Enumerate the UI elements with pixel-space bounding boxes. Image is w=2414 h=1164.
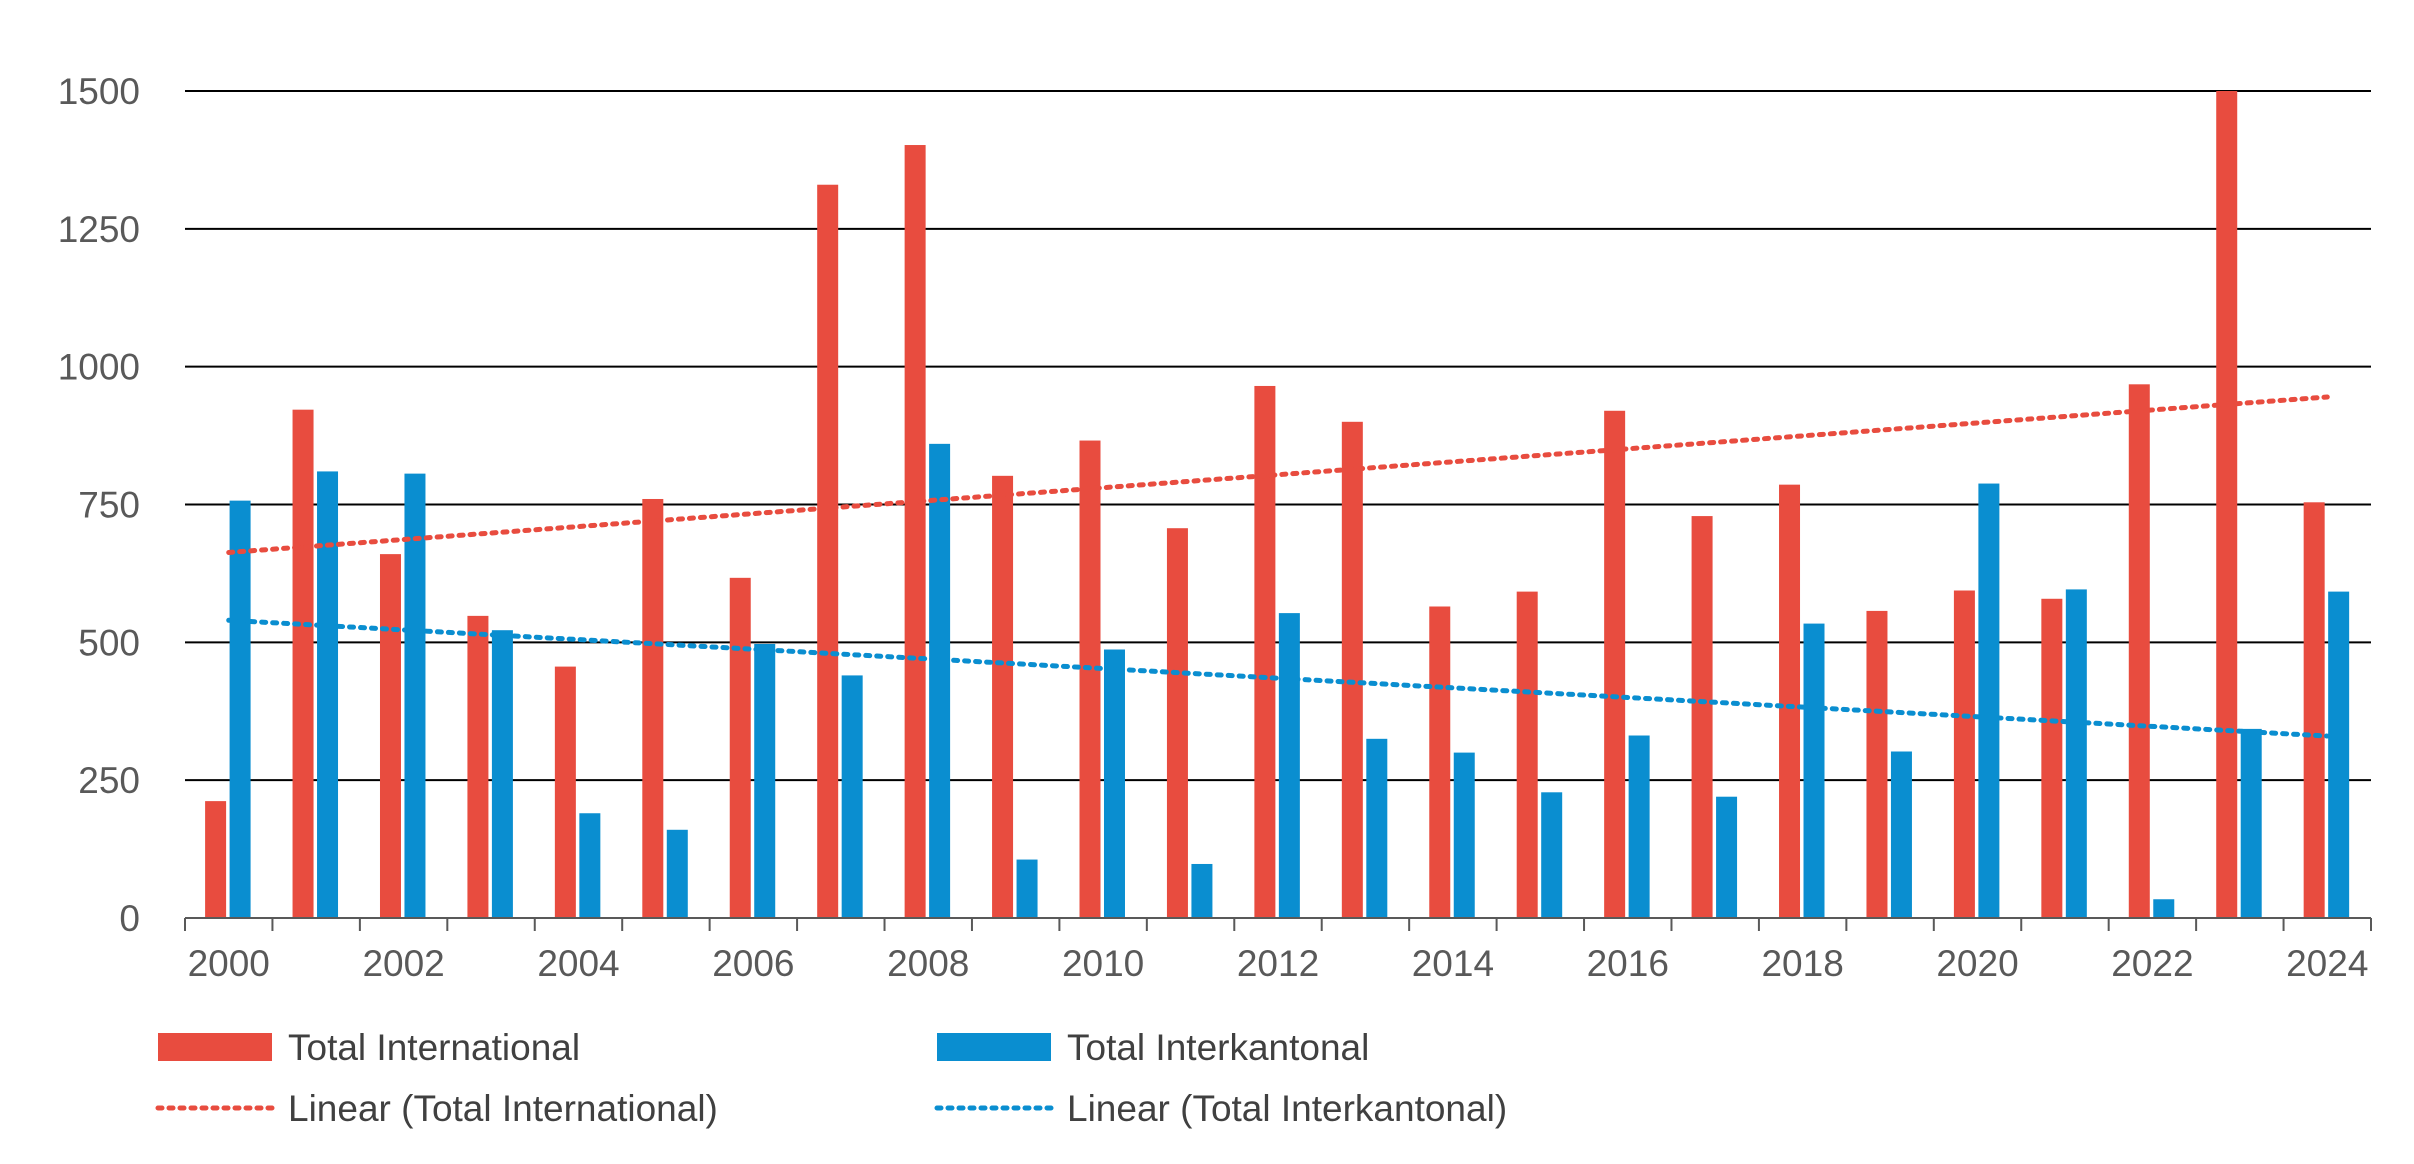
trendline-linear-total-international- [226,394,2330,555]
bar-total-international-2019 [1866,610,1888,918]
x-tick-label: 2020 [1936,943,2018,984]
bar-total-international-2012 [1254,385,1276,918]
bar-total-interkantonal-2018 [1803,623,1825,918]
bar-total-interkantonal-2021 [2065,589,2087,918]
y-tick-label: 1250 [58,209,140,250]
bar-total-international-2004 [554,666,576,918]
bar-total-interkantonal-2011 [1191,863,1213,918]
x-tick-label: 2018 [1761,943,1843,984]
bar-total-international-2017 [1691,516,1713,918]
x-tick-label: 2000 [188,943,270,984]
bar-total-interkantonal-2017 [1716,796,1738,918]
bar-total-international-2005 [642,498,664,918]
bar-total-international-2001 [292,409,314,918]
bar-total-international-2022 [2128,384,2150,918]
bar-total-interkantonal-2016 [1628,735,1650,918]
bar-total-international-2013 [1341,421,1363,918]
bar-total-interkantonal-2013 [1366,738,1388,918]
bar-total-interkantonal-2012 [1278,613,1300,918]
bar-total-interkantonal-2005 [666,829,688,918]
bar-total-interkantonal-2004 [579,813,601,918]
bar-total-international-2015 [1516,591,1538,918]
bar-total-international-2003 [467,615,489,918]
y-tick-label: 750 [78,485,140,526]
legend-label-trend-international: Linear (Total International) [288,1088,718,1129]
bar-total-international-2016 [1604,410,1626,918]
bar-total-international-2002 [379,554,401,918]
bar-total-international-2020 [1953,590,1975,918]
x-tick-label: 2002 [362,943,444,984]
y-tick-label: 1500 [58,71,140,112]
legend-label-interkantonal: Total Interkantonal [1067,1027,1369,1068]
x-tick-label: 2022 [2111,943,2193,984]
bar-total-interkantonal-2019 [1890,751,1912,918]
bar-total-interkantonal-2015 [1541,792,1563,918]
x-tick-label: 2014 [1412,943,1494,984]
legend-label-trend-interkantonal: Linear (Total Interkantonal) [1067,1088,1507,1129]
bar-total-interkantonal-2003 [491,630,513,918]
legend-label-international: Total International [288,1027,580,1068]
x-tick-label: 2004 [537,943,619,984]
x-tick-label: 2016 [1587,943,1669,984]
bar-total-interkantonal-2006 [754,643,776,918]
bar-total-international-2011 [1166,528,1188,918]
bar-total-international-2006 [729,577,751,918]
bar-total-interkantonal-2020 [1978,483,2000,918]
bar-total-interkantonal-2007 [841,675,863,918]
bar-total-international-2014 [1429,606,1451,918]
bar-total-international-2009 [992,475,1014,918]
y-tick-label: 1000 [58,347,140,388]
bar-total-interkantonal-2024 [2328,591,2350,918]
bar-total-international-2021 [2041,598,2063,918]
bar-total-interkantonal-2022 [2153,899,2175,918]
bar-total-interkantonal-2014 [1453,752,1475,918]
bar-total-interkantonal-2008 [929,443,951,918]
bar-total-interkantonal-2010 [1103,649,1125,918]
bar-total-international-2007 [817,184,839,918]
legend-swatch-interkantonal [937,1033,1051,1061]
y-tick-label: 0 [119,898,140,939]
trendline-linear-total-interkantonal- [226,617,2330,739]
y-tick-label: 500 [78,622,140,663]
legend: Total International Total Interkantonal … [155,1027,1507,1129]
bar-total-international-2018 [1779,484,1801,918]
bar-total-interkantonal-2001 [317,471,339,918]
bar-total-international-2010 [1079,440,1101,918]
bar-total-international-2023 [2216,91,2238,918]
x-tick-label: 2010 [1062,943,1144,984]
x-tick-label: 2008 [887,943,969,984]
bar-total-interkantonal-2009 [1016,859,1038,918]
bar-total-international-2024 [2303,502,2325,918]
legend-swatch-international [158,1033,272,1061]
x-tick-label: 2006 [712,943,794,984]
bar-total-interkantonal-2002 [404,473,426,918]
x-tick-label: 2024 [2286,943,2368,984]
bar-total-international-2000 [205,801,227,918]
bar-total-interkantonal-2023 [2240,728,2262,918]
y-tick-label: 250 [78,760,140,801]
bar-total-international-2008 [904,145,926,919]
bar-total-interkantonal-2000 [229,500,251,918]
x-tick-label: 2012 [1237,943,1319,984]
